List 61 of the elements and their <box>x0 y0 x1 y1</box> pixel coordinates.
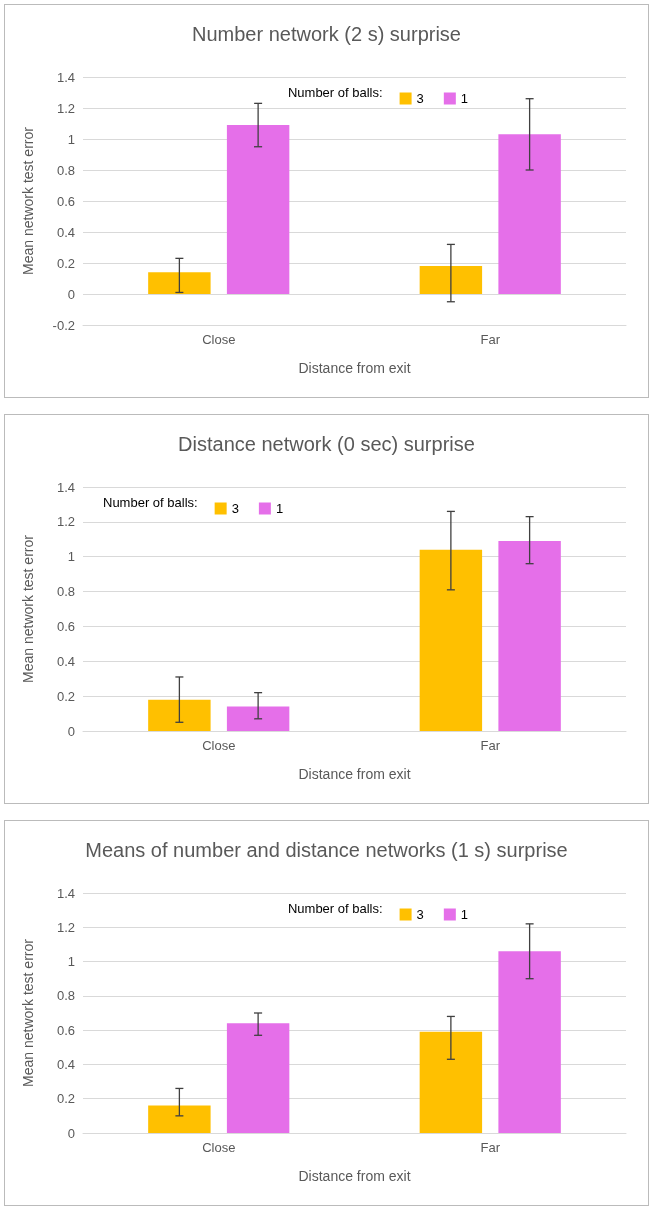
x-tick-label: Far <box>480 332 501 347</box>
y-tick-label: 0.4 <box>56 653 75 669</box>
legend-label: 3 <box>231 501 239 516</box>
y-tick-label: 0.2 <box>56 1091 75 1107</box>
legend-title: Number of balls: <box>287 85 383 100</box>
bar <box>226 125 290 294</box>
y-tick-label: 1 <box>67 131 75 147</box>
y-tick-label: 0.6 <box>56 193 75 209</box>
bar <box>226 706 290 731</box>
x-axis-title: Distance from exit <box>298 1168 411 1184</box>
y-tick-label: 0.6 <box>56 618 75 634</box>
y-tick-label: 1.4 <box>56 479 75 495</box>
y-tick-label: 0 <box>67 723 75 739</box>
bar <box>419 1031 483 1133</box>
bar <box>226 1023 290 1133</box>
x-tick-label: Close <box>202 1140 236 1155</box>
legend-label: 3 <box>416 907 424 922</box>
y-tick-label: -0.2 <box>52 317 75 333</box>
x-axis-title: Distance from exit <box>298 766 411 782</box>
legend-label: 1 <box>460 91 469 106</box>
y-tick-label: 1.4 <box>56 885 75 901</box>
y-tick-label: 1.2 <box>56 514 75 530</box>
legend-label: 1 <box>275 501 284 516</box>
x-tick-label: Far <box>480 738 501 753</box>
y-tick-label: 1 <box>67 549 75 565</box>
bar <box>148 1105 211 1133</box>
y-tick-label: 0.4 <box>56 1056 75 1072</box>
legend-title: Number of balls: <box>287 901 383 916</box>
y-tick-label: 1.2 <box>56 919 75 935</box>
chart-title: Means of number and distance networks (1 s) surprise <box>85 839 568 861</box>
chart-title: Number network (2 s) surprise <box>192 23 461 45</box>
y-tick-label: 0.6 <box>56 1022 75 1038</box>
chart-title: Distance network (0 sec) surprise <box>178 433 475 455</box>
y-axis-title: Mean network test error <box>20 534 36 683</box>
bar <box>419 549 483 731</box>
y-tick-label: 0.2 <box>56 255 75 271</box>
y-tick-label: 0 <box>67 1125 75 1141</box>
legend-label: 3 <box>416 91 424 106</box>
x-tick-label: Close <box>202 738 236 753</box>
y-tick-label: 0.8 <box>56 162 75 178</box>
bar <box>419 266 483 294</box>
bar <box>498 951 561 1133</box>
y-tick-label: 0.4 <box>56 224 75 240</box>
y-axis-title: Mean network test error <box>20 938 36 1087</box>
legend-label: 1 <box>460 907 469 922</box>
bar <box>148 699 211 731</box>
x-axis-title: Distance from exit <box>298 360 411 376</box>
y-tick-label: 0.8 <box>56 988 75 1004</box>
y-tick-label: 0.2 <box>56 688 75 704</box>
y-tick-label: 1.2 <box>56 100 75 116</box>
bar <box>498 134 561 294</box>
y-tick-label: 0.8 <box>56 584 75 600</box>
bar <box>148 272 211 294</box>
legend-title: Number of balls: <box>103 495 198 510</box>
bar <box>498 541 561 731</box>
y-tick-label: 1 <box>67 954 75 970</box>
y-tick-label: 0 <box>67 286 75 302</box>
x-tick-label: Close <box>202 332 236 347</box>
y-axis-title: Mean network test error <box>20 126 36 275</box>
y-tick-label: 1.4 <box>56 69 75 85</box>
x-tick-label: Far <box>480 1140 501 1155</box>
